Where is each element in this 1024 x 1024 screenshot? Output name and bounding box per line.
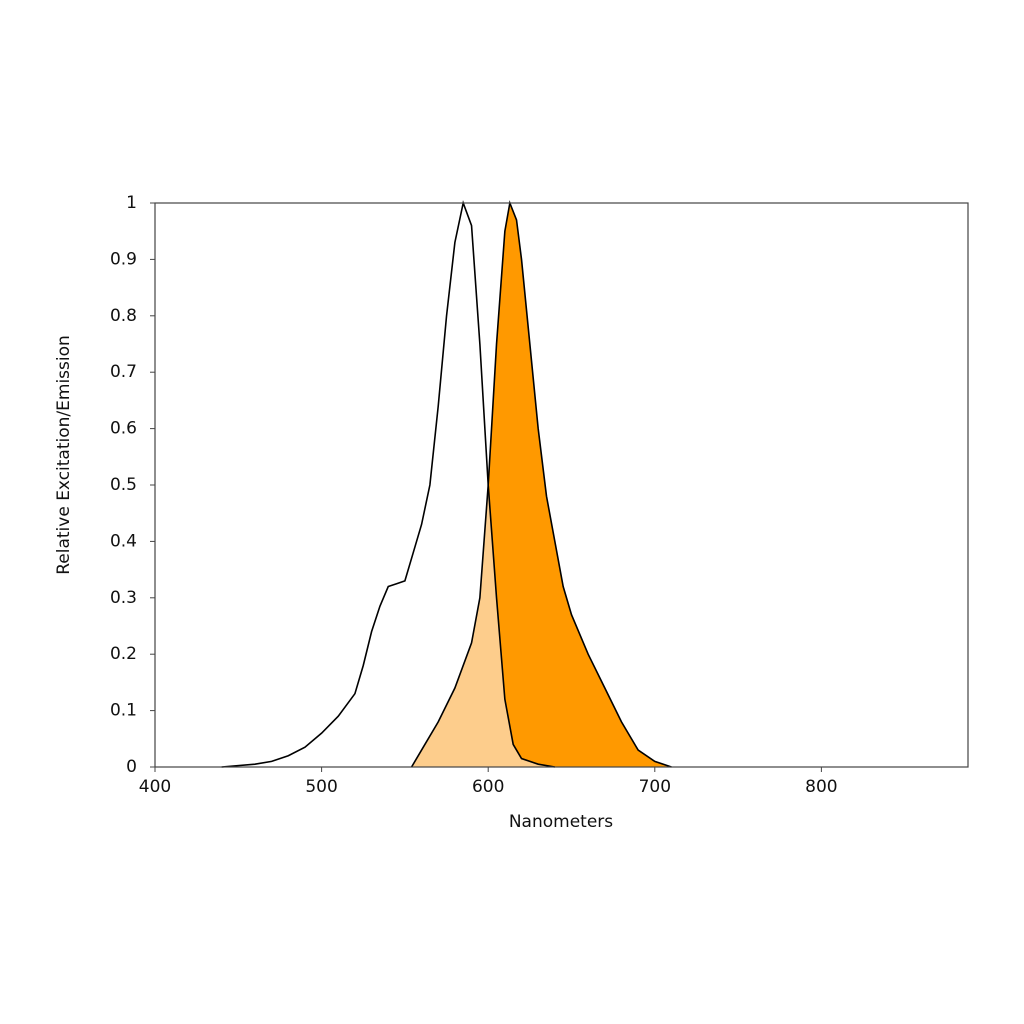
y-tick-label: 0.8 (110, 306, 137, 326)
y-tick-label: 0.2 (110, 644, 137, 664)
x-axis-label: Nanometers (509, 812, 613, 832)
y-tick-label: 0.1 (110, 701, 137, 721)
y-tick-label: 1 (126, 193, 137, 213)
x-tick-label: 600 (472, 777, 504, 797)
y-tick-label: 0 (126, 757, 137, 777)
y-tick-label: 0.6 (110, 419, 137, 439)
y-tick-label: 0.9 (110, 249, 137, 269)
x-tick-label: 800 (805, 777, 837, 797)
y-axis-label: Relative Excitation/Emission (54, 335, 74, 575)
y-tick-label: 0.5 (110, 475, 137, 495)
x-tick-label: 700 (639, 777, 671, 797)
x-tick-label: 500 (305, 777, 337, 797)
excitation-fill (221, 203, 555, 767)
spectrum-line (410, 200, 672, 768)
y-tick-label: 0.4 (110, 531, 137, 551)
y-tick-label: 0.7 (110, 362, 137, 382)
spectrum-line (221, 200, 555, 768)
x-tick-label: 400 (139, 777, 171, 797)
y-tick-label: 0.3 (110, 588, 137, 608)
